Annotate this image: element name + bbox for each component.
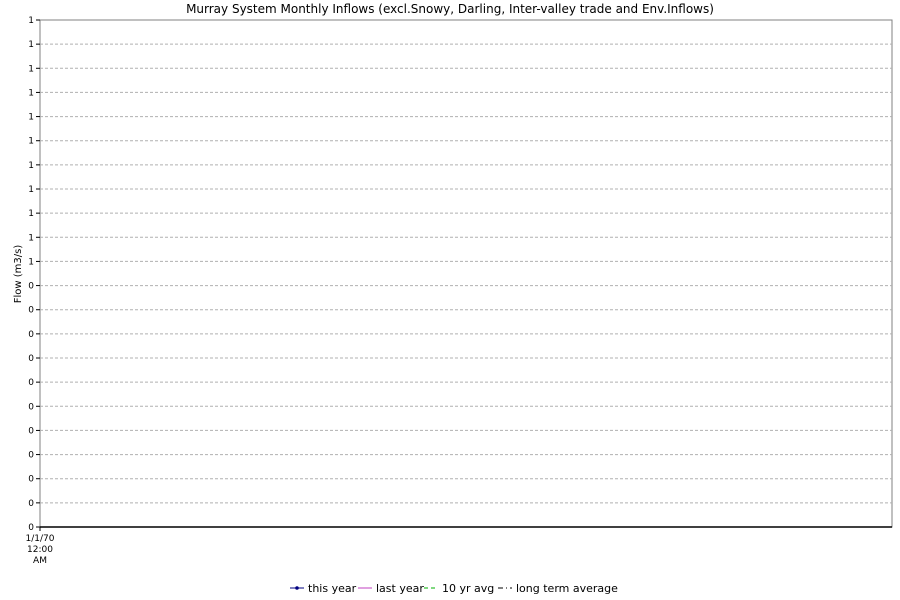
y-tick-label: 1 [28, 209, 34, 219]
x-tick-label: 1/1/70 [26, 534, 55, 544]
legend-item: 10 yr avg [424, 582, 494, 595]
legend-item: this year [290, 582, 357, 595]
y-tick-label: 1 [28, 16, 34, 26]
y-axis-ticks: 0 0 0 0 0 0 0 0 0 0 0 1 1 1 1 1 1 1 1 1 1 1 [28, 16, 40, 533]
y-tick-label: 1 [28, 88, 34, 98]
y-tick-label: 1 [28, 185, 34, 195]
legend-item: long term average [498, 582, 618, 595]
y-tick-label: 0 [28, 330, 34, 340]
y-tick-label: 0 [28, 426, 34, 436]
legend-label: 10 yr avg [442, 582, 494, 595]
plot-area [39, 19, 893, 528]
y-tick-label: 1 [28, 233, 34, 243]
y-tick-label: 1 [28, 257, 34, 267]
y-tick-label: 0 [28, 354, 34, 364]
y-tick-label: 1 [28, 64, 34, 74]
grid [40, 43, 892, 504]
y-tick-label: 1 [28, 161, 34, 171]
y-tick-label: 0 [28, 451, 34, 461]
legend-label: this year [308, 582, 357, 595]
y-tick-label: 0 [28, 282, 34, 292]
legend-label: long term average [516, 582, 618, 595]
y-tick-label: 1 [28, 40, 34, 50]
y-tick-label: 1 [28, 137, 34, 147]
legend-item: last year [358, 582, 424, 595]
y-axis-label: Flow (m3/s) [13, 245, 24, 304]
y-tick-label: 0 [28, 378, 34, 388]
x-tick-label: 12:00 [27, 545, 53, 555]
y-tick-label: 0 [28, 475, 34, 485]
y-tick-label: 0 [28, 523, 34, 533]
legend: this year last year 10 yr avg long term ave… [290, 582, 618, 595]
y-tick-label: 0 [28, 306, 34, 316]
y-tick-label: 1 [28, 113, 34, 123]
y-tick-label: 0 [28, 402, 34, 412]
legend-marker [295, 586, 299, 590]
y-tick-label: 0 [28, 499, 34, 509]
legend-label: last year [376, 582, 424, 595]
x-tick-label: AM [33, 556, 47, 566]
chart-title: Murray System Monthly Inflows (excl.Snow… [186, 2, 714, 16]
